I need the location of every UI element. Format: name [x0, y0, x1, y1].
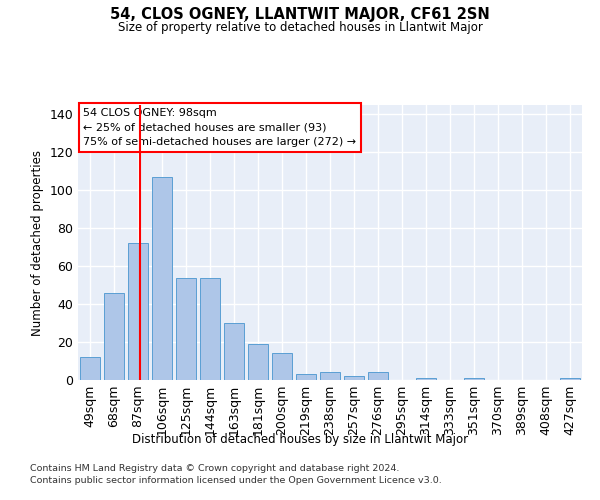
Bar — [176, 278, 196, 380]
Bar — [200, 278, 220, 380]
Bar — [320, 372, 340, 380]
Bar — [272, 354, 292, 380]
Text: 54 CLOS OGNEY: 98sqm
← 25% of detached houses are smaller (93)
75% of semi-detac: 54 CLOS OGNEY: 98sqm ← 25% of detached h… — [83, 108, 356, 148]
Bar — [104, 293, 124, 380]
Bar — [152, 177, 172, 380]
Bar — [416, 378, 436, 380]
Text: 54, CLOS OGNEY, LLANTWIT MAJOR, CF61 2SN: 54, CLOS OGNEY, LLANTWIT MAJOR, CF61 2SN — [110, 8, 490, 22]
Bar — [248, 344, 268, 380]
Bar — [128, 244, 148, 380]
Text: Contains HM Land Registry data © Crown copyright and database right 2024.: Contains HM Land Registry data © Crown c… — [30, 464, 400, 473]
Text: Contains public sector information licensed under the Open Government Licence v3: Contains public sector information licen… — [30, 476, 442, 485]
Bar — [296, 374, 316, 380]
Bar — [368, 372, 388, 380]
Text: Distribution of detached houses by size in Llantwit Major: Distribution of detached houses by size … — [132, 432, 468, 446]
Bar — [80, 357, 100, 380]
Bar — [344, 376, 364, 380]
Bar — [464, 378, 484, 380]
Bar — [224, 323, 244, 380]
Bar — [560, 378, 580, 380]
Text: Size of property relative to detached houses in Llantwit Major: Size of property relative to detached ho… — [118, 21, 482, 34]
Y-axis label: Number of detached properties: Number of detached properties — [31, 150, 44, 336]
